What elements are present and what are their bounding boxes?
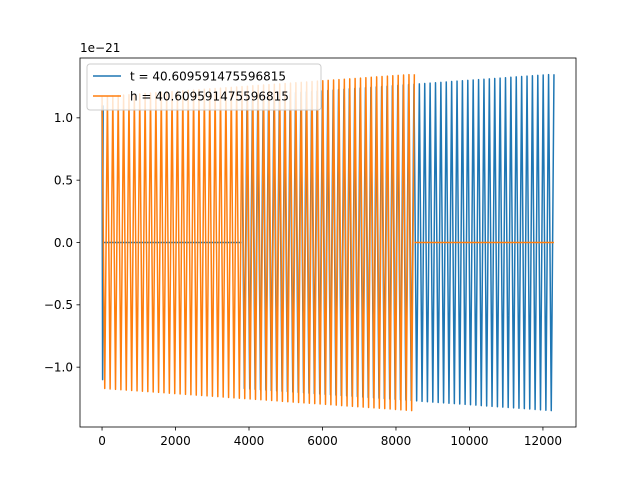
x-tick-label: 8000 [381,434,412,448]
x-tick-label: 0 [98,434,106,448]
legend: t = 40.609591475596815 h = 40.60959147559… [86,63,322,111]
x-tick-label: 10000 [450,434,488,448]
y-tick-label: 1.0 [54,111,73,125]
x-tick-label: 4000 [234,434,265,448]
y-tick-label: 0.5 [54,173,73,187]
y-tick-label: −1.0 [44,360,73,374]
legend-label: t = 40.609591475596815 [130,70,286,84]
legend-box [86,63,322,111]
x-axis: 0 2000 4000 6000 8000 10000 12000 [98,427,562,448]
y-axis-offset-text: 1e−21 [80,41,120,55]
x-tick-label: 12000 [524,434,562,448]
x-tick-label: 6000 [307,434,338,448]
x-tick-label: 2000 [160,434,191,448]
y-axis: −1.0 −0.5 0.0 0.5 1.0 [44,111,80,374]
y-tick-label: 0.0 [54,236,73,250]
legend-label: h = 40.609591475596815 [130,90,289,104]
y-tick-label: −0.5 [44,298,73,312]
